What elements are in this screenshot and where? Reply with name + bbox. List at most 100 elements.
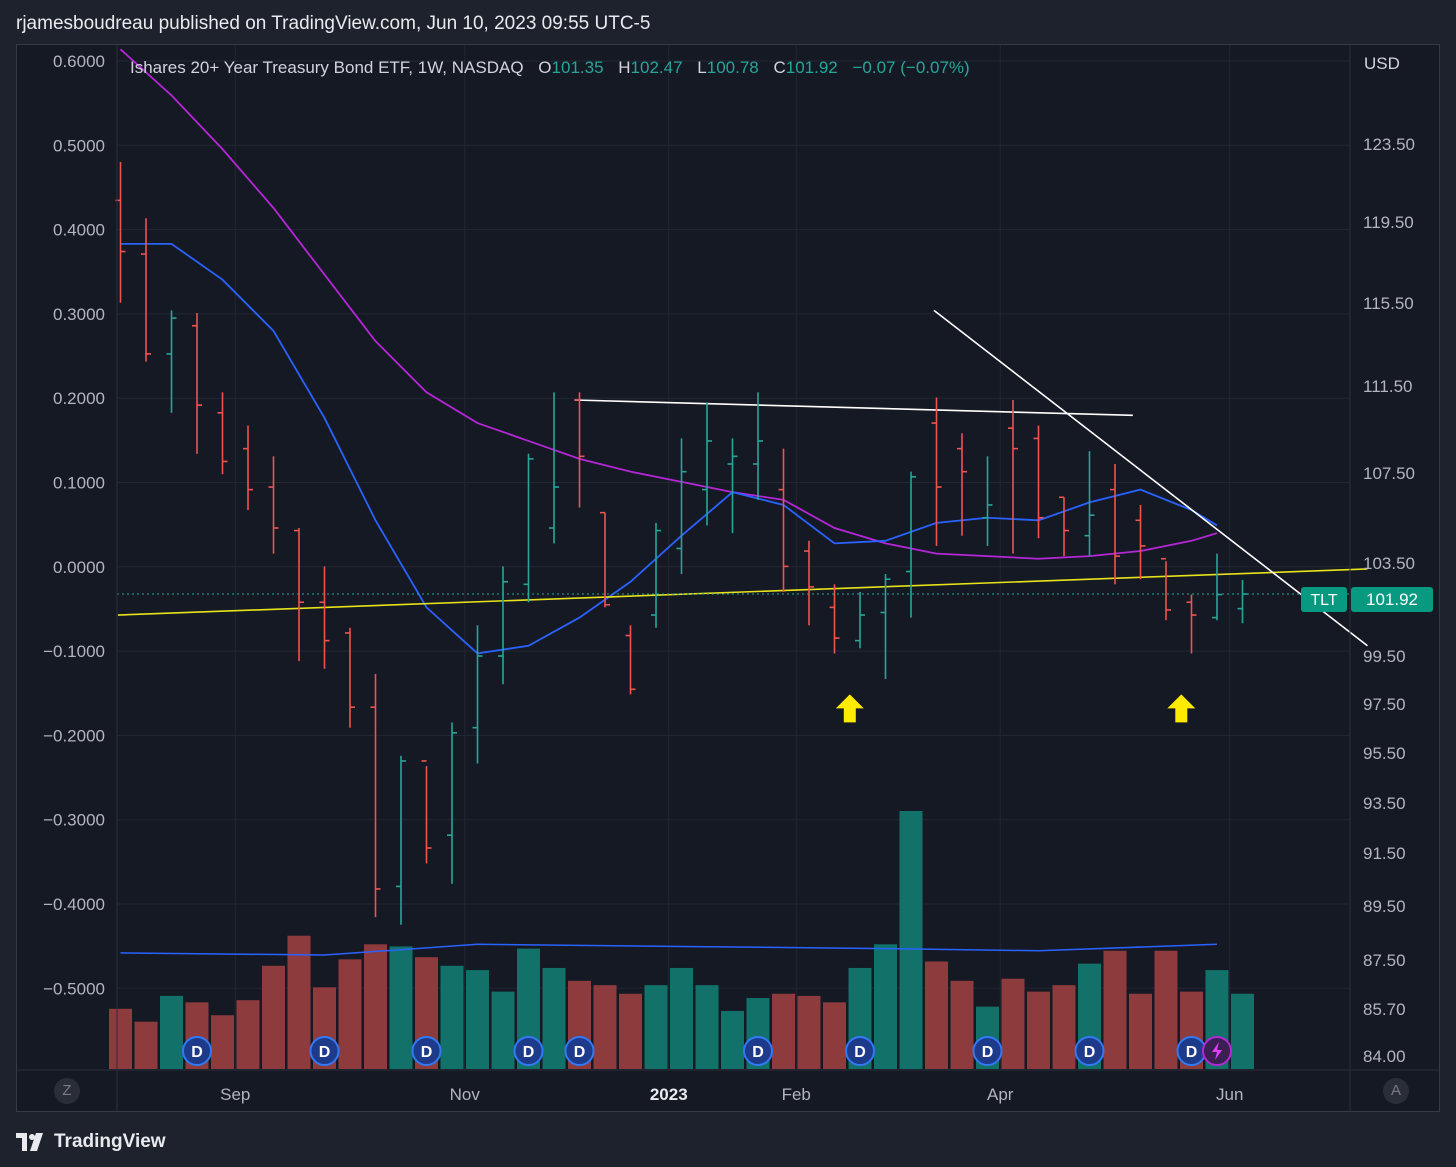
tradingview-logo[interactable]: TradingView <box>16 1127 166 1157</box>
ohlc-bar <box>549 392 559 544</box>
ohlc-bar <box>498 566 508 685</box>
volume-bar <box>236 1000 260 1069</box>
price-badge: 101.92 <box>1366 590 1418 609</box>
overlays <box>117 48 1368 655</box>
a-button[interactable]: A <box>1383 1078 1409 1104</box>
down-trendline <box>933 309 1368 647</box>
right-axis-label: 91.50 <box>1363 844 1406 863</box>
ticker-badge-bg <box>1301 587 1347 612</box>
legend-name: Ishares 20+ Year Treasury Bond ETF, 1W, … <box>130 58 524 77</box>
ohlc-bar <box>294 528 304 662</box>
chart-svg[interactable]: D D D D D D D D D D 0.6000 0.5000 0.4000 0.3000 0.200… <box>17 45 1439 1111</box>
volume-bar <box>899 811 923 1069</box>
legend-o-value: 101.35 <box>552 58 604 77</box>
dividend-marker-circle <box>743 1036 773 1066</box>
ohlc-bar <box>192 312 202 454</box>
volume-bar <box>1001 978 1025 1069</box>
dividend-marker-label: D <box>752 1044 764 1061</box>
left-axis-label: −0.3000 <box>43 811 105 830</box>
volume-bar <box>389 946 413 1069</box>
right-axis-label: 87.50 <box>1363 951 1406 970</box>
ohlc-bar <box>906 471 916 618</box>
right-axis-label: 95.50 <box>1363 744 1406 763</box>
volume-bar <box>262 965 285 1069</box>
ohlc-bar <box>880 574 891 680</box>
right-axis-label: 111.50 <box>1363 377 1412 396</box>
legend-l-value: 100.78 <box>707 58 759 77</box>
dividend-marker-circle <box>182 1036 212 1066</box>
left-axis-label: −0.2000 <box>43 726 105 745</box>
volume-bar <box>695 985 719 1069</box>
ohlc-bar <box>931 397 942 546</box>
dividend-marker-label: D <box>319 1044 331 1061</box>
ohlc-bar <box>829 584 840 654</box>
up-arrow-icon <box>1167 694 1196 723</box>
left-axis-label: −0.1000 <box>43 642 105 661</box>
resistance-line <box>574 399 1133 417</box>
ohlc-bar <box>855 592 865 649</box>
right-axis-label: 93.50 <box>1363 794 1406 813</box>
volume-bar <box>772 993 795 1069</box>
volume-bar <box>1154 950 1178 1069</box>
volume-bars <box>109 811 1254 1069</box>
volume-bar <box>925 961 948 1069</box>
support-line <box>117 568 1368 616</box>
left-axis-label: 0.3000 <box>53 305 105 324</box>
right-axis-label: 115.50 <box>1363 294 1414 313</box>
ohlc-bars <box>115 161 1248 925</box>
left-axis-label: 0.4000 <box>53 221 105 240</box>
dividend-marker-icon: D <box>411 1036 442 1066</box>
right-axis-label: 107.50 <box>1363 464 1415 483</box>
volume-bar <box>1103 950 1127 1069</box>
dividend-marker-icon: D <box>845 1036 875 1066</box>
dividend-marker-icon: D <box>513 1036 544 1066</box>
volume-ma-line <box>120 943 1218 956</box>
chart-frame[interactable]: D D D D D D D D D D 0.6000 0.5000 0.4000 0.3000 0.200… <box>16 44 1440 1112</box>
dividend-marker-icon: D <box>743 1036 773 1066</box>
legend-l-label: L <box>697 58 706 77</box>
ohlc-bar <box>1033 425 1044 539</box>
ohlc-bar <box>651 522 661 628</box>
x-axis: Sep Nov 2023 Feb Apr Jun <box>220 1085 1243 1104</box>
volume-bar <box>823 1002 846 1069</box>
volume-bar <box>1027 991 1050 1069</box>
x-axis-label: 2023 <box>650 1085 688 1104</box>
volume-bar <box>440 965 464 1069</box>
dividend-marker-circle <box>513 1036 544 1066</box>
ohlc-bar <box>115 161 126 303</box>
legend-o-label: O <box>538 58 551 77</box>
volume-bar <box>211 1015 234 1069</box>
ohlc-bar <box>753 392 763 500</box>
right-axis-label: 89.50 <box>1363 897 1406 916</box>
dividend-marker-icon: D <box>182 1036 212 1066</box>
ohlc-bar <box>1084 451 1095 557</box>
z-button[interactable]: Z <box>54 1078 80 1104</box>
left-axis-label: 0.1000 <box>53 474 105 493</box>
ohlc-bar <box>447 722 457 884</box>
volume-bar <box>109 1008 132 1069</box>
dividend-marker-icon: D <box>1176 1036 1207 1066</box>
dividend-marker-label: D <box>854 1044 866 1061</box>
ticker-badge: TLT <box>1310 592 1337 609</box>
price-badge-bg <box>1351 587 1433 612</box>
ohlc-bar <box>370 673 381 918</box>
volume-bar <box>1231 993 1254 1069</box>
right-axis-label: 85.70 <box>1363 1000 1406 1019</box>
dividend-marker-circle <box>972 1036 1003 1066</box>
volume-bar <box>542 967 566 1069</box>
tradingview-logo-icon <box>16 1133 43 1151</box>
volume-bar <box>287 935 311 1069</box>
x-axis-label: Sep <box>220 1085 250 1104</box>
volume-bar <box>160 995 183 1069</box>
ohlc-bar <box>574 392 585 508</box>
legend-c-value: 101.92 <box>786 58 838 77</box>
dividend-marker-label: D <box>574 1044 586 1061</box>
grid <box>117 45 1350 1070</box>
ohlc-bar <box>1135 504 1146 580</box>
ohlc-bar <box>243 425 253 511</box>
volume-bar <box>874 944 897 1069</box>
dividend-marker-circle <box>1074 1036 1105 1066</box>
ohlc-bar <box>268 456 279 554</box>
dividend-marker-icon: D <box>564 1036 595 1066</box>
